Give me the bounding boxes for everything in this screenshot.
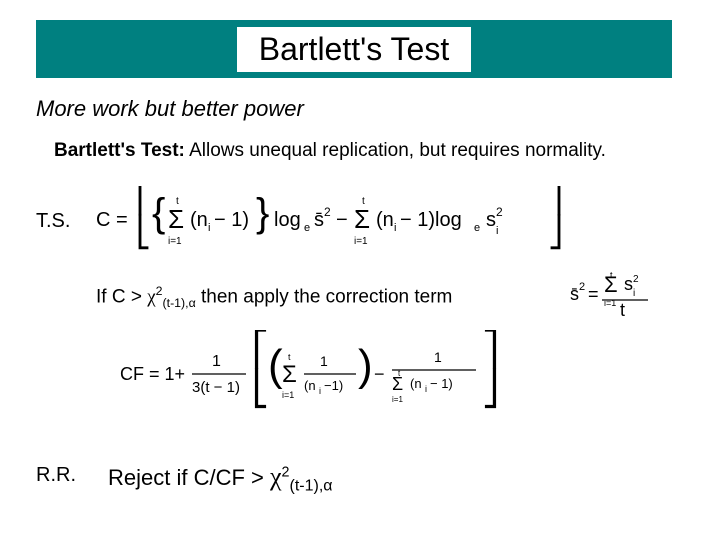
- svg-text:Σ: Σ: [354, 204, 370, 234]
- svg-text:(n: (n: [190, 209, 208, 231]
- chi-sub-1: (t-1),α: [163, 296, 196, 310]
- svg-text:i=1: i=1: [392, 395, 403, 404]
- formula-cf: CF = 1+ 1 3(t − 1) ⎡ ⎣ ⎤ ⎦ ( Σ i=1 t 1 (…: [120, 330, 500, 418]
- reject-prefix: Reject if C/CF >: [108, 465, 270, 490]
- svg-text:1: 1: [212, 353, 221, 370]
- correction-line: If C > χ2(t-1),α then apply the correcti…: [96, 284, 452, 310]
- chi-sup-1: 2: [156, 284, 163, 298]
- svg-text:=: =: [588, 284, 599, 304]
- svg-text:1: 1: [434, 349, 442, 365]
- svg-text:(n: (n: [410, 376, 422, 391]
- svg-text:CF = 1+: CF = 1+: [120, 364, 185, 384]
- svg-text:i=1: i=1: [168, 236, 182, 247]
- svg-text:i: i: [319, 386, 321, 396]
- svg-text:⎣: ⎣: [136, 213, 151, 250]
- svg-text:2: 2: [324, 205, 331, 219]
- correction-prefix: If C >: [96, 286, 147, 307]
- ts-label: T.S.: [36, 210, 70, 233]
- svg-text:t: t: [362, 196, 365, 207]
- svg-text:2: 2: [496, 205, 503, 219]
- svg-text:(: (: [268, 341, 283, 390]
- chi-sub-2: (t-1),α: [289, 477, 332, 494]
- svg-text:(n: (n: [304, 378, 316, 393]
- svg-text:⎤: ⎤: [548, 186, 563, 216]
- svg-text:): ): [358, 341, 373, 390]
- title-bar: Bartlett's Test: [36, 20, 672, 78]
- svg-text:⎡: ⎡: [136, 186, 151, 216]
- svg-text:e: e: [304, 222, 310, 234]
- reject-line: Reject if C/CF > χ2(t-1),α: [108, 462, 333, 495]
- svg-text:i=1: i=1: [354, 236, 368, 247]
- svg-text:Σ: Σ: [168, 204, 184, 234]
- chi-symbol-1: χ: [147, 286, 155, 307]
- svg-text:⎣: ⎣: [252, 367, 269, 409]
- description-bold: Bartlett's Test:: [54, 140, 185, 161]
- svg-text:−: −: [374, 364, 385, 384]
- formula-c: C = ⎡ ⎣ ⎤ ⎦ { Σ i=1 t (n i − 1) } log e …: [96, 186, 566, 252]
- rr-label: R.R.: [36, 464, 76, 487]
- svg-text:s: s: [486, 209, 496, 231]
- svg-text:i: i: [425, 384, 427, 394]
- svg-text:s: s: [624, 274, 633, 294]
- svg-text:− 1): − 1): [430, 376, 453, 391]
- svg-text:3(t − 1): 3(t − 1): [192, 379, 240, 396]
- svg-text:{: {: [152, 191, 165, 235]
- chi-symbol-2: χ: [270, 462, 282, 491]
- svg-text:C =: C =: [96, 209, 128, 231]
- svg-text:s̄: s̄: [314, 209, 324, 231]
- description-rest: Allows unequal replication, but requires…: [185, 140, 606, 161]
- svg-text:}: }: [256, 191, 269, 235]
- svg-text:i: i: [633, 288, 635, 299]
- svg-text:Σ: Σ: [282, 361, 297, 388]
- svg-text:2: 2: [633, 274, 639, 285]
- correction-suffix: then apply the correction term: [196, 286, 453, 307]
- svg-text:e: e: [474, 222, 480, 234]
- svg-text:i: i: [394, 222, 396, 234]
- svg-text:2: 2: [579, 281, 585, 293]
- svg-text:−: −: [336, 209, 348, 231]
- svg-text:s̄: s̄: [570, 284, 579, 304]
- svg-text:−1): −1): [324, 378, 343, 393]
- svg-text:− 1)log: − 1)log: [400, 209, 462, 231]
- svg-text:⎤: ⎤: [482, 330, 499, 369]
- subtitle: More work but better power: [36, 96, 304, 122]
- svg-text:(n: (n: [376, 209, 394, 231]
- svg-text:t: t: [620, 300, 625, 320]
- description-line: Bartlett's Test: Allows unequal replicat…: [54, 140, 606, 162]
- svg-text:i: i: [208, 222, 210, 234]
- svg-text:− 1): − 1): [214, 209, 249, 231]
- page-title: Bartlett's Test: [237, 27, 471, 72]
- svg-text:i=1: i=1: [282, 390, 294, 400]
- svg-text:i: i: [496, 225, 498, 237]
- formula-sbar: s̄ 2 = Σ i=1 t s 2 i t: [570, 270, 682, 322]
- svg-text:1: 1: [320, 353, 328, 369]
- svg-text:⎡: ⎡: [252, 330, 269, 369]
- svg-text:t: t: [176, 196, 179, 207]
- svg-text:log: log: [274, 209, 301, 231]
- svg-text:⎦: ⎦: [548, 213, 563, 250]
- svg-text:⎦: ⎦: [482, 368, 499, 409]
